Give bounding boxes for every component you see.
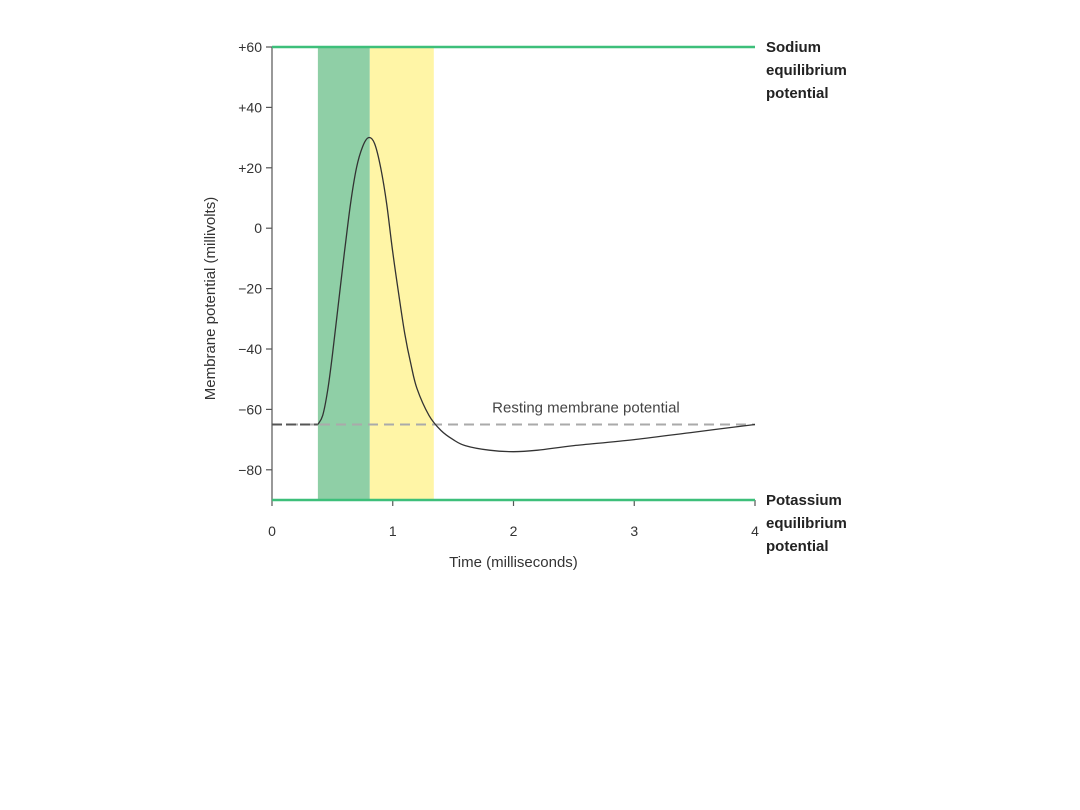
potassium-equilibrium-label: Potassium equilibrium potential [766,492,847,555]
sodium-equilibrium-label: Sodium equilibrium potential [766,39,847,102]
y-tick-label: +40 [238,99,262,115]
y-tick-label: +20 [238,160,262,176]
resting-potential-label: Resting membrane potential [492,400,680,417]
membrane-potential-curve [317,136,756,453]
y-axis-title: Membrane potential (millivolts) [202,197,219,400]
y-tick-label: +60 [238,39,262,55]
y-tick-label: −40 [238,341,262,357]
y-tick-label: −20 [238,281,262,297]
series [272,136,756,453]
y-tick-label: −60 [238,401,262,417]
x-tick-label: 3 [630,523,638,539]
shaded-regions [317,47,434,500]
x-tick-label: 2 [510,523,518,539]
reference-lines: Sodium equilibrium potential Potassium equil… [272,39,847,555]
y-tick-label: 0 [254,220,262,236]
x-tick-label: 0 [268,523,276,539]
x-tick-label: 4 [751,523,759,539]
x-axis-title: Time (milliseconds) [449,554,578,571]
y-tick-label: −80 [238,462,262,478]
x-tick-label: 1 [389,523,397,539]
x-ticks: 0 1 2 3 4 [268,500,759,539]
y-ticks: +60 +40 +20 0 −20 −40 −60 −80 [238,39,272,478]
axes: +60 +40 +20 0 −20 −40 −60 −80 0 1 2 3 4 [238,39,759,539]
shaded-region-2 [369,47,434,500]
shaded-region-1 [317,47,370,500]
